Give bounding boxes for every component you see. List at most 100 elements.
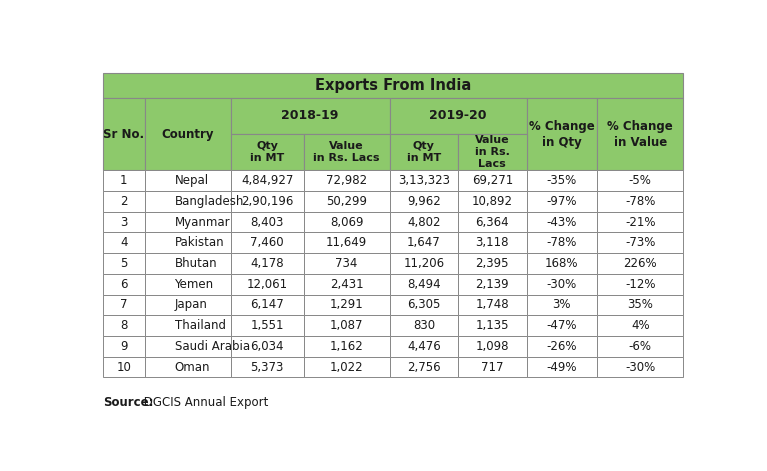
Text: Pakistan: Pakistan xyxy=(175,236,224,249)
Text: 4,476: 4,476 xyxy=(407,340,441,353)
Text: 3: 3 xyxy=(120,216,127,228)
Text: Japan: Japan xyxy=(175,299,207,311)
Text: -6%: -6% xyxy=(629,340,652,353)
Text: 11,206: 11,206 xyxy=(403,257,444,270)
Text: Qty
in MT: Qty in MT xyxy=(407,141,441,163)
Text: 7,460: 7,460 xyxy=(250,236,284,249)
Bar xyxy=(145,171,231,191)
Bar xyxy=(526,316,597,336)
Bar xyxy=(458,336,526,357)
Bar xyxy=(304,336,390,357)
Bar xyxy=(390,336,458,357)
Text: 4,802: 4,802 xyxy=(407,216,440,228)
Text: 8: 8 xyxy=(120,319,127,332)
Text: -30%: -30% xyxy=(547,278,577,291)
Text: Bangladesh: Bangladesh xyxy=(175,195,244,208)
Bar xyxy=(304,233,390,253)
Bar xyxy=(458,212,526,233)
Bar xyxy=(526,357,597,377)
Bar xyxy=(390,295,458,316)
Text: 4: 4 xyxy=(120,236,127,249)
Bar xyxy=(231,212,304,233)
Text: -47%: -47% xyxy=(547,319,577,332)
Text: 2,90,196: 2,90,196 xyxy=(241,195,294,208)
Bar xyxy=(390,274,458,295)
Text: 6,364: 6,364 xyxy=(476,216,509,228)
Text: Thailand: Thailand xyxy=(175,319,225,332)
Bar xyxy=(526,191,597,212)
Text: 1,551: 1,551 xyxy=(251,319,284,332)
Text: Bhutan: Bhutan xyxy=(175,257,217,270)
Bar xyxy=(145,316,231,336)
Text: 7: 7 xyxy=(120,299,127,311)
Text: -73%: -73% xyxy=(625,236,656,249)
Text: -30%: -30% xyxy=(625,361,655,374)
Bar xyxy=(145,212,231,233)
Bar xyxy=(390,316,458,336)
Text: -97%: -97% xyxy=(547,195,577,208)
Bar xyxy=(526,233,597,253)
Text: -78%: -78% xyxy=(547,236,577,249)
Bar xyxy=(231,336,304,357)
Text: 35%: 35% xyxy=(627,299,653,311)
Bar xyxy=(231,357,304,377)
Text: 734: 734 xyxy=(335,257,358,270)
Text: -21%: -21% xyxy=(625,216,656,228)
Bar xyxy=(390,134,458,171)
Text: 1,647: 1,647 xyxy=(407,236,441,249)
Bar xyxy=(597,295,683,316)
Bar xyxy=(231,134,304,171)
Bar xyxy=(458,316,526,336)
Text: Oman: Oman xyxy=(175,361,210,374)
Bar xyxy=(526,212,597,233)
Text: Yemen: Yemen xyxy=(175,278,214,291)
Text: 69,271: 69,271 xyxy=(472,174,513,187)
Text: 3%: 3% xyxy=(553,299,571,311)
Bar xyxy=(304,295,390,316)
Text: 1: 1 xyxy=(120,174,127,187)
Bar xyxy=(231,316,304,336)
Text: -49%: -49% xyxy=(547,361,577,374)
Bar xyxy=(103,212,145,233)
Bar xyxy=(103,171,145,191)
Bar xyxy=(390,171,458,191)
Bar xyxy=(458,233,526,253)
Text: 1,748: 1,748 xyxy=(476,299,509,311)
Text: -43%: -43% xyxy=(547,216,577,228)
Bar xyxy=(458,295,526,316)
Text: -78%: -78% xyxy=(625,195,656,208)
Text: 3,13,323: 3,13,323 xyxy=(398,174,449,187)
Bar xyxy=(145,357,231,377)
Text: 1,087: 1,087 xyxy=(330,319,364,332)
Bar xyxy=(390,191,458,212)
Bar xyxy=(145,233,231,253)
Text: Value
in Rs.
Lacs: Value in Rs. Lacs xyxy=(475,135,510,170)
Text: 4%: 4% xyxy=(631,319,650,332)
Bar xyxy=(390,212,458,233)
Text: Source:: Source: xyxy=(103,397,153,409)
Bar xyxy=(304,316,390,336)
Bar xyxy=(597,191,683,212)
Bar xyxy=(597,171,683,191)
Text: Nepal: Nepal xyxy=(175,174,209,187)
Bar xyxy=(103,357,145,377)
Text: Myanmar: Myanmar xyxy=(175,216,230,228)
Bar xyxy=(458,191,526,212)
Bar xyxy=(103,73,683,98)
Text: 226%: 226% xyxy=(624,257,657,270)
Bar xyxy=(145,295,231,316)
Text: 2,431: 2,431 xyxy=(330,278,364,291)
Text: 8,494: 8,494 xyxy=(407,278,441,291)
Bar xyxy=(304,191,390,212)
Text: 10,892: 10,892 xyxy=(472,195,513,208)
Bar xyxy=(597,274,683,295)
Bar xyxy=(597,357,683,377)
Bar xyxy=(103,316,145,336)
Text: Country: Country xyxy=(162,128,214,140)
Text: Qty
in MT: Qty in MT xyxy=(250,141,285,163)
Bar xyxy=(103,336,145,357)
Text: 5: 5 xyxy=(120,257,127,270)
Text: 1,098: 1,098 xyxy=(476,340,509,353)
Text: 2,395: 2,395 xyxy=(476,257,509,270)
Bar xyxy=(304,171,390,191)
